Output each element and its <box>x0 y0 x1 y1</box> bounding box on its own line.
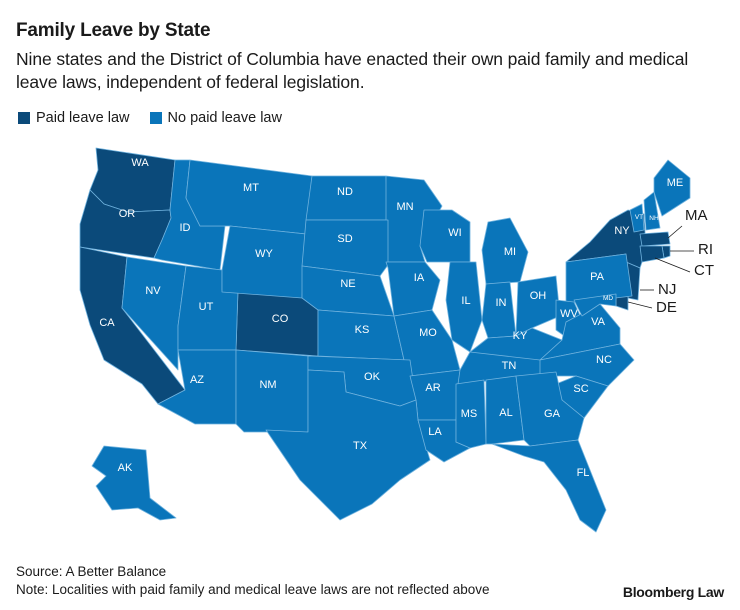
state-label-or: OR <box>119 208 136 220</box>
state-md <box>573 293 617 317</box>
source-note: Source: A Better Balance <box>16 564 167 579</box>
state-wi <box>419 209 471 263</box>
us-map: WA OR CA CO NY ID MT ND MN WI MI NV UT WY SD NE IA IL IN OH… <box>79 147 714 533</box>
state-label-id: ID <box>180 222 191 234</box>
state-label-sc: SC <box>573 383 588 395</box>
state-ak <box>91 445 177 521</box>
state-label-pa: PA <box>590 271 605 283</box>
state-ma <box>639 231 671 247</box>
state-fl <box>491 439 607 533</box>
state-label-wa: WA <box>131 157 149 169</box>
callout-line-ct <box>654 257 691 273</box>
state-label-tn: TN <box>502 360 517 372</box>
state-mt <box>185 159 313 235</box>
state-label-la: LA <box>428 426 442 438</box>
chart-title: Family Leave by State <box>16 20 211 41</box>
callout-label-ct: CT <box>694 262 714 279</box>
state-label-tx: TX <box>353 440 368 452</box>
state-label-nv: NV <box>145 285 161 297</box>
state-label-nh: NH <box>649 215 659 222</box>
state-label-me: ME <box>667 177 684 189</box>
state-label-nm: NM <box>259 379 276 391</box>
callout-label-ma: MA <box>685 207 708 224</box>
state-label-va: VA <box>591 316 606 328</box>
callout-label-de: DE <box>656 299 677 316</box>
state-label-nd: ND <box>337 186 353 198</box>
state-shapes <box>79 147 691 533</box>
legend-label-paid: Paid leave law <box>36 110 130 126</box>
state-wy <box>221 225 307 299</box>
state-vt <box>629 203 645 233</box>
state-label-ne: NE <box>340 278 355 290</box>
state-label-ca: CA <box>99 317 115 329</box>
state-label-mi: MI <box>504 246 516 258</box>
state-ms <box>455 379 487 449</box>
state-nh <box>643 191 661 231</box>
footnote: Note: Localities with paid family and me… <box>16 582 490 597</box>
state-nd <box>305 175 389 221</box>
callout-line-de <box>627 301 653 309</box>
state-label-oh: OH <box>530 290 547 302</box>
state-label-az: AZ <box>190 374 204 386</box>
state-label-wy: WY <box>255 248 273 260</box>
legend-swatch-paid <box>18 112 30 124</box>
state-label-wv: WV <box>560 308 578 320</box>
state-label-ms: MS <box>461 408 478 420</box>
state-pa <box>565 253 633 305</box>
state-label-mo: MO <box>419 327 437 339</box>
state-label-ar: AR <box>425 382 440 394</box>
state-label-fl: FL <box>577 467 590 479</box>
callout-label-nj: NJ <box>658 281 676 298</box>
callout-line-ma <box>667 225 683 239</box>
state-label-md: MD <box>603 295 613 302</box>
state-label-mn: MN <box>396 201 413 213</box>
state-label-wi: WI <box>448 227 461 239</box>
legend-item-none: No paid leave law <box>149 110 282 126</box>
state-label-ga: GA <box>544 408 561 420</box>
state-label-nc: NC <box>596 354 612 366</box>
state-oh <box>515 275 561 337</box>
state-al <box>485 375 525 445</box>
state-label-co: CO <box>272 313 289 325</box>
state-label-al: AL <box>499 407 512 419</box>
state-tx <box>265 369 431 521</box>
legend-swatch-none <box>149 112 162 124</box>
state-label-ks: KS <box>355 324 370 336</box>
chart-subtitle: Nine states and the District of Columbia… <box>16 49 689 92</box>
state-in <box>481 281 517 339</box>
state-nm <box>235 349 309 433</box>
state-label-ok: OK <box>364 371 381 383</box>
state-sd <box>301 219 389 277</box>
brand-logo: Bloomberg Law <box>622 584 724 600</box>
state-label-ky: KY <box>513 330 528 342</box>
state-ct <box>639 245 665 263</box>
state-label-sd: SD <box>337 233 352 245</box>
state-label-ia: IA <box>414 272 425 284</box>
state-labels: WA OR CA CO NY ID MT ND MN WI MI NV UT WY SD NE IA IL IN OH… <box>99 157 683 479</box>
legend-item-paid: Paid leave law <box>18 110 130 126</box>
legend: Paid leave law No paid leave law <box>18 110 302 126</box>
callout-label-ri: RI <box>698 241 713 258</box>
state-ga <box>515 371 585 447</box>
state-label-in: IN <box>496 297 507 309</box>
state-label-il: IL <box>461 295 470 307</box>
state-label-vt: VT <box>635 214 643 221</box>
state-label-ny: NY <box>614 225 630 237</box>
state-label-ut: UT <box>199 301 214 313</box>
state-label-ak: AK <box>118 462 133 474</box>
state-ia <box>385 261 441 317</box>
legend-label-none: No paid leave law <box>167 110 282 126</box>
state-label-mt: MT <box>243 182 259 194</box>
